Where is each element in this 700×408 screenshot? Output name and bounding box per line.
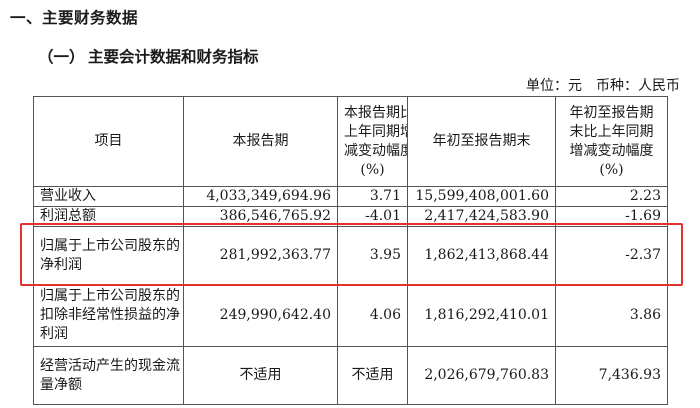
row-ytd: 2,417,424,583.90 — [407, 206, 556, 227]
header-current-period: 本报告期 — [183, 96, 338, 187]
header-yoy-change: 本报告期比 上年同期增 减变动幅度 (%) — [337, 96, 408, 187]
row-change: 3.95 — [337, 226, 408, 285]
currency-label: 币种：人民币 — [596, 78, 680, 94]
row-current: 249,990,642.40 — [183, 284, 338, 347]
unit-line: 单位：元 币种：人民币 — [526, 75, 680, 95]
row-item: 归属于上市公司股东的 净利润 — [33, 226, 184, 285]
row-item-line: 经营活动产生的现金流 — [40, 357, 180, 374]
header-line: 增减变动幅度 — [569, 142, 654, 159]
row-current: 281,992,363.77 — [183, 226, 338, 285]
table-row: 归属于上市公司股东的 扣除非经常性损益的净 利润 249,990,642.40 … — [33, 284, 668, 347]
row-ytd-change: 7,436.93 — [555, 346, 668, 405]
row-current: 386,546,765.92 — [183, 206, 338, 227]
table-row: 营业收入 4,033,349,694.96 3.71 15,599,408,00… — [33, 186, 668, 207]
row-item-line: 扣除非经常性损益的净 — [40, 307, 180, 323]
row-ytd: 1,816,292,410.01 — [407, 284, 556, 347]
row-change: 4.06 — [337, 284, 408, 347]
row-item-line: 量净额 — [40, 376, 82, 393]
header-line: 减变动幅度 — [344, 142, 408, 159]
header-line: (%) — [599, 161, 624, 178]
row-ytd-change: 2.23 — [555, 186, 668, 207]
header-line: 年初至报告期末 — [432, 133, 531, 149]
header-line: 本报告期 — [232, 133, 289, 149]
row-item: 归属于上市公司股东的 扣除非经常性损益的净 利润 — [33, 284, 184, 347]
row-current: 不适用 — [183, 346, 338, 405]
row-change: 不适用 — [337, 346, 408, 405]
row-ytd: 15,599,408,001.60 — [407, 186, 556, 207]
row-item-line: 归属于上市公司股东的 — [40, 237, 180, 254]
row-ytd: 2,026,679,760.83 — [407, 346, 556, 405]
table-header-row: 项目 本报告期 本报告期比 上年同期增 减变动幅度 (%) 年初至报告期末 年初… — [33, 96, 668, 187]
row-ytd-change: -2.37 — [555, 226, 668, 285]
header-line: 年初至报告期 — [569, 104, 654, 121]
row-change: 3.71 — [337, 186, 408, 207]
row-item: 营业收入 — [33, 186, 184, 207]
row-ytd-change: -1.69 — [555, 206, 668, 227]
table-row: 利润总额 386,546,765.92 -4.01 2,417,424,583.… — [33, 206, 668, 227]
table-row: 经营活动产生的现金流 量净额 不适用 不适用 2,026,679,760.83 … — [33, 346, 668, 405]
header-ytd-change: 年初至报告期 末比上年同期 增减变动幅度 (%) — [555, 96, 668, 187]
financial-data-table: 项目 本报告期 本报告期比 上年同期增 减变动幅度 (%) 年初至报告期末 年初… — [33, 96, 668, 405]
table-row: 归属于上市公司股东的 净利润 281,992,363.77 3.95 1,862… — [33, 226, 668, 285]
section-heading: 一、主要财务数据 — [10, 9, 139, 27]
row-current: 4,033,349,694.96 — [183, 186, 338, 207]
header-line: (%) — [360, 161, 385, 178]
header-line: 上年同期增 — [344, 123, 408, 140]
row-item: 经营活动产生的现金流 量净额 — [33, 346, 184, 405]
row-ytd: 1,862,413,868.44 — [407, 226, 556, 285]
header-line: 本报告期比 — [344, 104, 408, 121]
row-item-line: 利润 — [40, 326, 68, 342]
header-line: 项目 — [94, 133, 123, 149]
row-change: -4.01 — [337, 206, 408, 227]
subsection-title: 主要会计数据和财务指标 — [88, 48, 259, 66]
row-item-line: 归属于上市公司股东的 — [40, 288, 180, 304]
unit-label: 单位：元 — [526, 78, 582, 94]
header-line: 末比上年同期 — [569, 123, 654, 140]
subsection-number: （一） — [38, 48, 85, 66]
subsection-heading: （一） 主要会计数据和财务指标 — [38, 45, 259, 67]
row-ytd-change: 3.86 — [555, 284, 668, 347]
row-item: 利润总额 — [33, 206, 184, 227]
header-ytd: 年初至报告期末 — [407, 96, 556, 187]
header-item: 项目 — [33, 96, 184, 187]
row-item-line: 净利润 — [40, 256, 82, 273]
